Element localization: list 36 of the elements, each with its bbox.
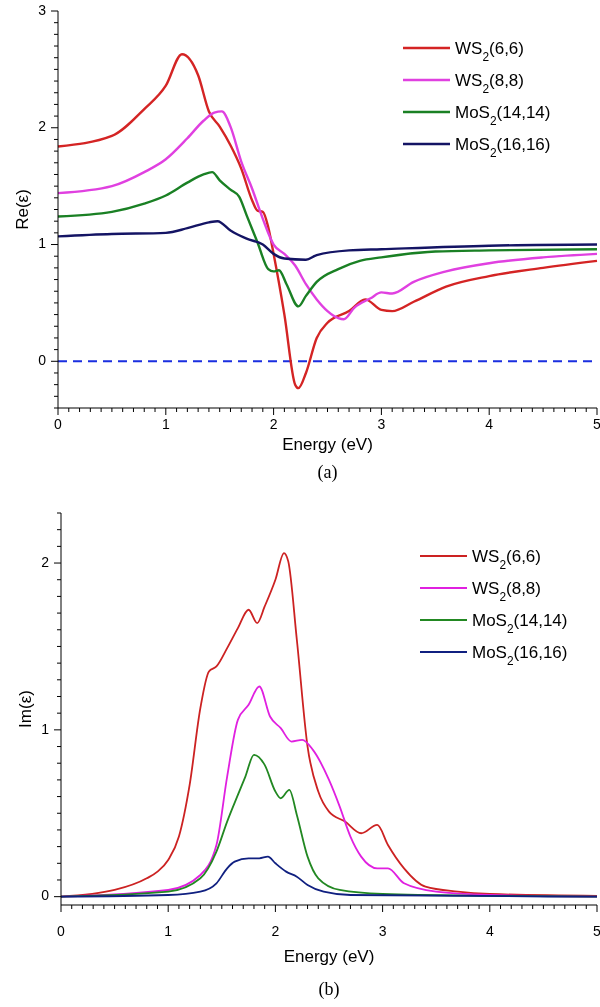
line-series: [56, 219, 599, 261]
y-tick-label: 1: [41, 720, 50, 737]
legend-label: WS$_{2}$(6,6): [455, 39, 524, 64]
y-tick-label: 2: [38, 118, 47, 135]
legend-label: WS$_{2}$(8,8): [472, 579, 541, 604]
x-tick-label: 0: [57, 922, 66, 939]
line-series: [56, 170, 599, 308]
x-tick-label: 0: [54, 415, 63, 432]
x-axis-title: Energy (eV): [282, 435, 373, 454]
line-series: [60, 855, 598, 898]
x-tick-label: 1: [161, 415, 170, 432]
legend-label: MoS$_{2}$(16,16): [455, 135, 551, 160]
y-tick-label: 2: [41, 553, 50, 570]
text: (a): [317, 462, 338, 483]
x-tick-label: 4: [485, 415, 494, 432]
legend-label: WS$_{2}$(6,6): [472, 547, 541, 572]
legend-label: MoS$_{2}$(14,14): [472, 611, 568, 636]
x-axis-title: Energy (eV): [283, 947, 375, 966]
x-tick-label: 1: [164, 922, 173, 939]
x-tick-label: 2: [271, 922, 280, 939]
x-tick-label: 5: [593, 415, 600, 432]
legend-label: WS$_{2}$(8,8): [455, 71, 524, 96]
x-tick-label: 5: [593, 922, 600, 939]
y-tick-label: 0: [41, 887, 50, 904]
y-tick-label: 1: [38, 235, 47, 252]
x-tick-label: 4: [485, 922, 494, 939]
y-axis-title: Re(ε): [13, 189, 32, 230]
legend-label: MoS$_{2}$(16,16): [472, 643, 568, 668]
x-tick-label: 3: [378, 922, 387, 939]
x-tick-label: 3: [377, 415, 386, 432]
y-tick-label: 3: [38, 1, 47, 18]
legend-label: MoS$_{2}$(14,14): [455, 103, 551, 128]
text: (b): [318, 979, 340, 1000]
y-tick-label: 0: [38, 352, 47, 368]
y-axis-title: Im(ε): [16, 690, 35, 728]
x-tick-label: 2: [269, 415, 278, 432]
